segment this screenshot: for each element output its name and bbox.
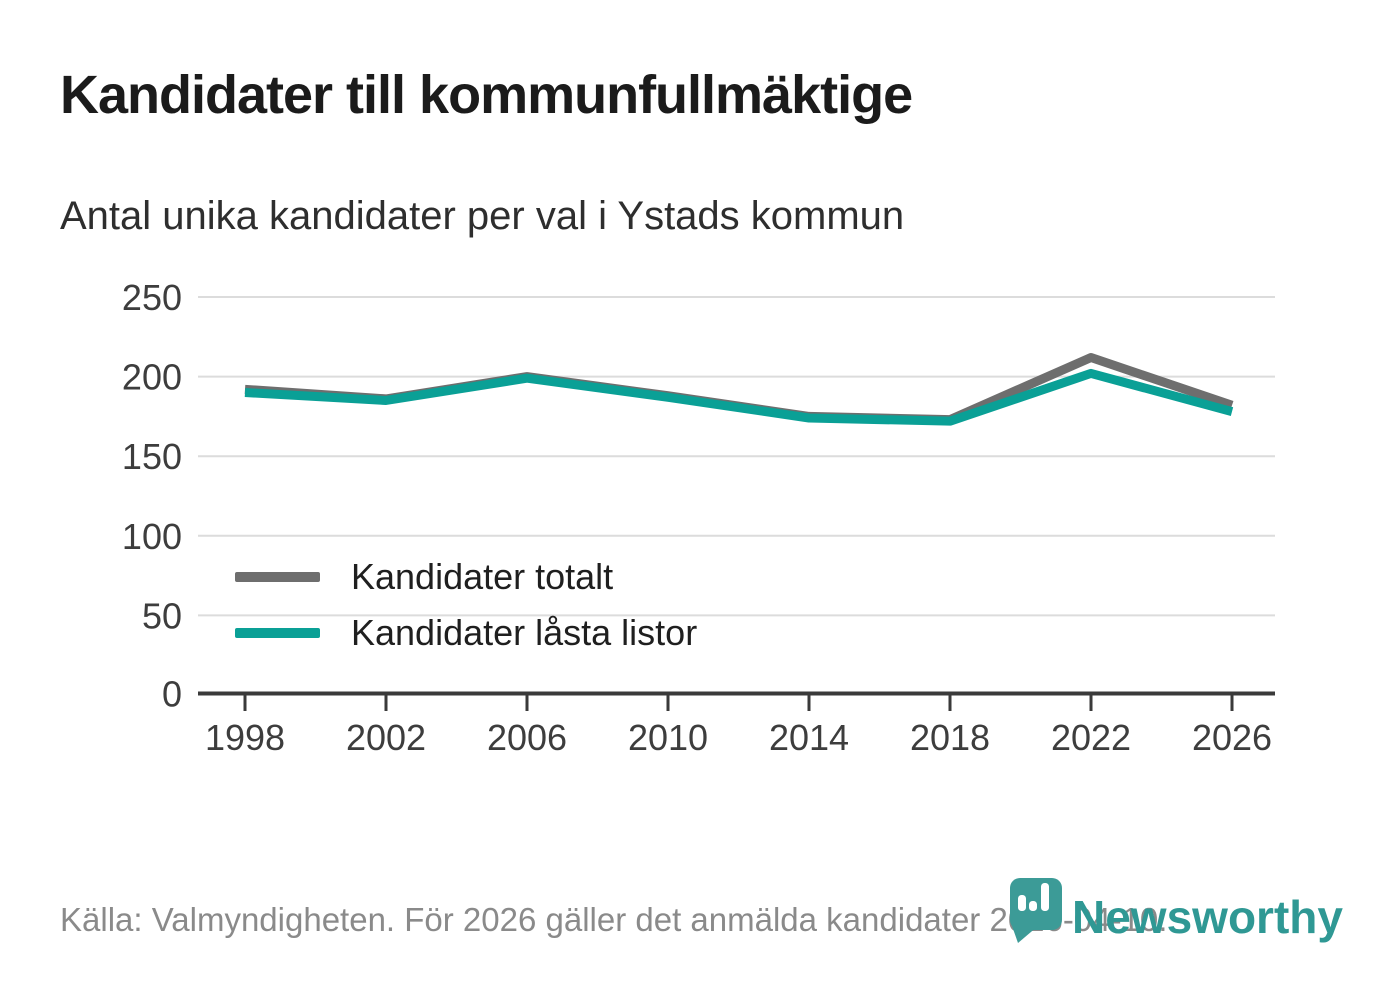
legend-label-lasta-listor: Kandidater låsta listor xyxy=(351,612,698,653)
bar-chart-bar-2 xyxy=(1029,901,1037,911)
y-axis-label-0: 0 xyxy=(162,674,182,715)
y-axis-label-100: 100 xyxy=(122,516,182,557)
legend-item-lasta-listor: Kandidater låsta listor xyxy=(235,614,697,652)
x-axis-label-2002: 2002 xyxy=(346,717,426,758)
bar-chart-bar-1 xyxy=(1018,895,1026,911)
x-axis-label-2018: 2018 xyxy=(910,717,990,758)
x-axis-label-2010: 2010 xyxy=(628,717,708,758)
pin-tail xyxy=(1012,926,1038,943)
x-axis-label-2006: 2006 xyxy=(487,717,567,758)
y-axis-label-50: 50 xyxy=(142,595,182,636)
y-axis-label-200: 200 xyxy=(122,357,182,398)
y-axis-label-250: 250 xyxy=(122,277,182,318)
series-line-1 xyxy=(244,368,1234,426)
legend-label-totalt: Kandidater totalt xyxy=(351,556,614,597)
page-subtitle: Antal unika kandidater per val i Ystads … xyxy=(60,194,905,238)
legend-swatch-totalt xyxy=(235,572,320,582)
x-axis-label-2014: 2014 xyxy=(769,717,849,758)
y-axis-label-150: 150 xyxy=(122,436,182,477)
x-axis-label-2026: 2026 xyxy=(1192,717,1272,758)
x-axis-label-1998: 1998 xyxy=(205,717,285,758)
x-axis-label-2022: 2022 xyxy=(1051,717,1131,758)
legend-item-totalt: Kandidater totalt xyxy=(235,558,613,596)
bar-chart-bar-3 xyxy=(1041,883,1049,911)
legend-swatch-lasta-listor xyxy=(235,628,320,638)
newsworthy-wordmark: Newsworthy xyxy=(1072,891,1343,943)
newsworthy-pin-icon xyxy=(1010,878,1062,943)
source-note: Källa: Valmyndigheten. För 2026 gäller d… xyxy=(60,901,1168,938)
page-title: Kandidater till kommunfullmäktige xyxy=(60,65,913,125)
